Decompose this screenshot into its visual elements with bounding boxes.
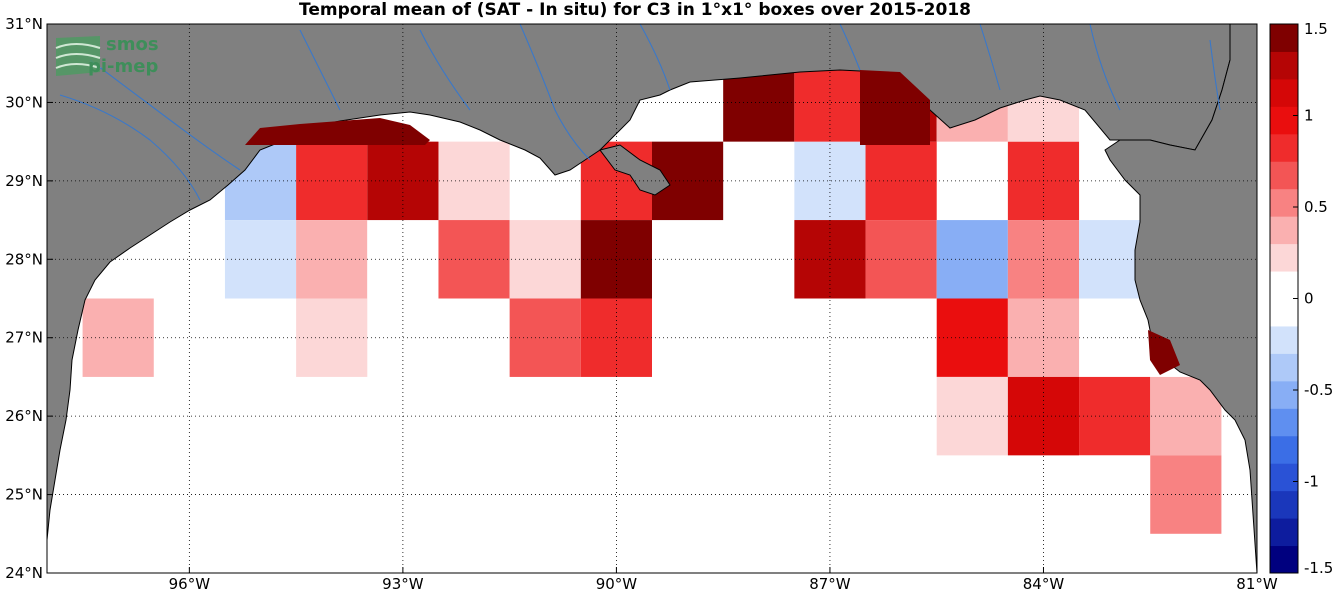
river-7	[839, 23, 861, 71]
colorbar-segment	[1270, 24, 1298, 52]
lat-tick-label: 29°N	[5, 172, 43, 190]
colorbar-tick-label: -1	[1304, 473, 1319, 491]
lon-tick-label: 93°W	[382, 575, 424, 592]
land-florida	[1104, 23, 1258, 574]
colorbar-tick-label: 1.5	[1304, 20, 1328, 38]
colorbar-tick-label: 0	[1304, 290, 1314, 308]
colorbar-segment	[1270, 518, 1298, 547]
colorbar-segment	[1270, 325, 1298, 354]
colorbar-tick-label: -1.5	[1304, 559, 1333, 577]
lat-tick-label: 31°N	[5, 15, 43, 33]
river-6	[639, 23, 671, 91]
data-cell	[438, 141, 510, 221]
colorbar-segment	[1270, 216, 1298, 245]
data-cell	[580, 220, 652, 299]
colorbar-segment	[1270, 463, 1298, 492]
chart-title: Temporal mean of (SAT - In situ) for C3 …	[299, 0, 971, 20]
coast-cell-louisiana	[245, 118, 430, 145]
data-cell	[438, 220, 510, 299]
colorbar-segment	[1270, 298, 1298, 327]
river-9	[1089, 23, 1121, 111]
lat-tick-label: 30°N	[5, 93, 43, 111]
data-cell	[1079, 376, 1151, 456]
colorbar-segment	[1270, 271, 1298, 299]
data-cell	[509, 298, 581, 377]
data-cell	[1150, 455, 1222, 534]
data-cell	[936, 298, 1008, 377]
colorbar-segment	[1270, 408, 1298, 437]
river-4	[419, 29, 471, 111]
lat-tick-label: 26°N	[5, 407, 43, 425]
colorbar-segment	[1270, 243, 1298, 272]
colorbar-segment	[1270, 353, 1298, 382]
colorbar-segment	[1270, 545, 1298, 574]
colorbar-segment	[1270, 161, 1298, 190]
data-cell	[865, 141, 937, 221]
colorbar-segment	[1270, 133, 1298, 162]
data-cell	[794, 220, 866, 299]
data-cell	[224, 220, 297, 299]
smos-pimep-logo: smos pi-mep	[55, 34, 159, 77]
lat-tick-label: 27°N	[5, 329, 43, 347]
lon-tick-label: 84°W	[1023, 575, 1065, 592]
lon-tick-label: 87°W	[809, 575, 851, 592]
colorbar-tick-label: 0.5	[1304, 198, 1328, 216]
river-10	[1209, 39, 1221, 111]
map-axes: 96°W 93°W 90°W 87°W 84°W 81°W 24°N 25°N 26°N 27°N…	[5, 15, 1278, 592]
lat-tick-label: 28°N	[5, 250, 43, 268]
river-3	[299, 29, 341, 111]
land-areas	[46, 23, 1258, 574]
land-delta	[599, 144, 671, 196]
map-frame	[46, 23, 1258, 574]
lon-tick-label: 90°W	[596, 575, 638, 592]
river-8	[979, 23, 1001, 91]
colorbar-segment	[1270, 380, 1298, 409]
lat-tick-label: 24°N	[5, 564, 43, 582]
coastal-highlights	[245, 70, 1180, 375]
colorbar-tick-label: 1	[1304, 107, 1314, 125]
data-cell	[580, 298, 652, 377]
coast-cell-panhandle	[860, 70, 930, 145]
colorbar-tick-label: -0.5	[1304, 381, 1333, 399]
lon-tick-label: 81°W	[1236, 575, 1278, 592]
land-north-coast	[46, 23, 1231, 541]
data-cell	[794, 63, 866, 142]
river-5	[519, 23, 591, 161]
rivers	[59, 23, 1221, 201]
lon-tick-label: 96°W	[169, 575, 211, 592]
coast-cell-florida	[1148, 330, 1180, 375]
colorbar-segment	[1270, 435, 1298, 464]
data-cell	[936, 220, 1008, 299]
colorbar-segment	[1270, 490, 1298, 519]
colorbar-segment	[1270, 78, 1298, 107]
logo-line1: smos	[106, 34, 159, 55]
data-cell	[936, 376, 1008, 456]
river-2	[89, 59, 241, 171]
lat-tick-label: 25°N	[5, 486, 43, 504]
river-1	[59, 94, 201, 201]
data-cell	[509, 220, 581, 299]
logo-line2: pi-mep	[88, 56, 158, 77]
colorbar-segment	[1270, 106, 1298, 135]
data-cell	[82, 298, 154, 377]
data-cell	[1079, 455, 1151, 534]
colorbar-segment	[1270, 51, 1298, 80]
colorbar-ticks: 1.5 1 0.5 0 -0.5 -1 -1.5	[1293, 20, 1333, 577]
colorbar-segment	[1270, 188, 1298, 217]
data-cell	[865, 220, 937, 299]
